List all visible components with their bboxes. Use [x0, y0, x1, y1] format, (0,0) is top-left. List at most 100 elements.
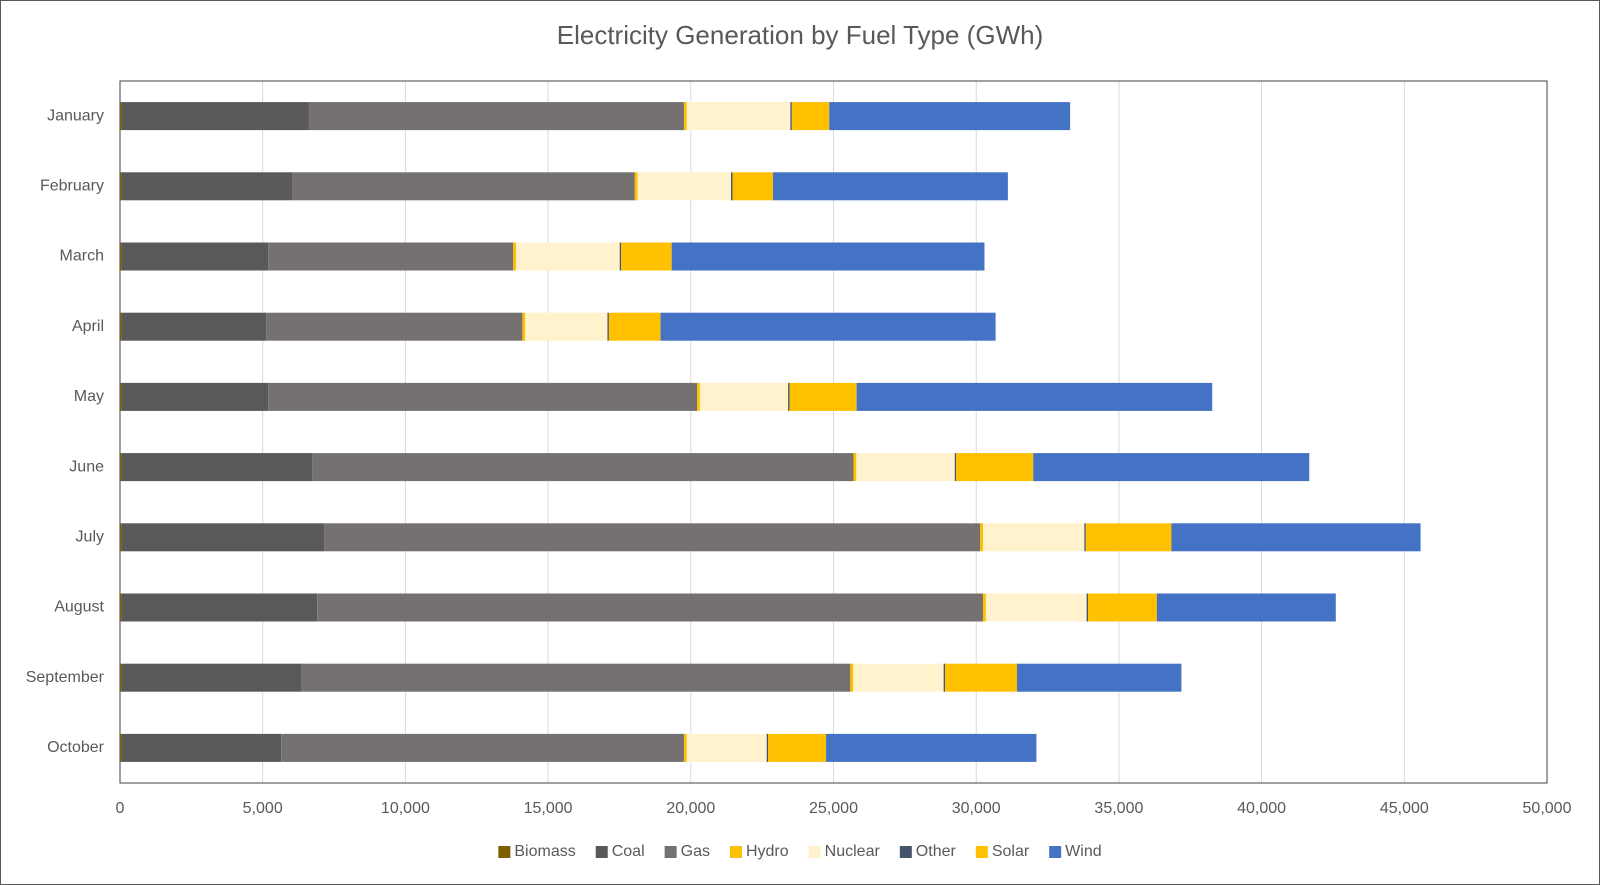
- bar-segment: [121, 453, 313, 482]
- bar-segment: [120, 523, 122, 552]
- bar-segment: [853, 453, 857, 482]
- bar-segment: [120, 102, 122, 131]
- x-tick-label: 15,000: [524, 800, 573, 817]
- bar-segment: [120, 663, 122, 692]
- legend-label: Hydro: [746, 843, 789, 860]
- bar-segment: [789, 382, 857, 411]
- x-tick-label: 20,000: [666, 800, 715, 817]
- x-tick-label: 5,000: [243, 800, 283, 817]
- bar-segment: [324, 523, 981, 552]
- legend: Biomass Coal Gas Hydro Nuclear Other Solar Wind: [498, 843, 1102, 860]
- bar-segment: [292, 172, 635, 201]
- y-tick-label: August: [54, 599, 104, 616]
- bar-segment: [766, 733, 769, 762]
- bar-segment: [121, 382, 269, 411]
- chart-title: Electricity Generation by Fuel Type (GWh…: [557, 20, 1043, 50]
- y-tick-label: May: [74, 388, 104, 405]
- bar-segment: [956, 453, 1034, 482]
- bar-segment: [731, 172, 733, 201]
- bar-segment: [853, 663, 944, 692]
- bar-segment: [1017, 663, 1182, 692]
- bar-segment: [120, 453, 122, 482]
- y-tick-label: September: [26, 669, 105, 686]
- legend-label: Nuclear: [825, 843, 881, 860]
- bar-segment: [121, 172, 293, 201]
- bar-segment: [121, 312, 267, 341]
- bar-segment: [980, 523, 984, 552]
- bar-segment: [1156, 593, 1336, 622]
- bar-segment: [686, 102, 791, 131]
- bar-segment: [683, 733, 687, 762]
- legend-swatch: [808, 846, 821, 858]
- bar-segment: [121, 242, 269, 271]
- bar-segment: [1086, 593, 1089, 622]
- bar-segment: [985, 593, 1087, 622]
- bar-segment: [954, 453, 957, 482]
- bar-segment: [120, 172, 122, 201]
- legend-label: Other: [916, 843, 957, 860]
- bar-segment: [983, 593, 986, 622]
- legend-swatch: [1049, 846, 1062, 858]
- x-tick-label: 10,000: [381, 800, 430, 817]
- bar-segment: [312, 453, 854, 482]
- x-tick-label: 25,000: [809, 800, 858, 817]
- bar-segment: [120, 593, 122, 622]
- x-tick-label: 35,000: [1094, 800, 1143, 817]
- legend-swatch: [729, 846, 742, 858]
- bar-segment: [1085, 523, 1172, 552]
- legend-swatch: [498, 846, 511, 858]
- bar-segment: [637, 172, 732, 201]
- bar-segment: [619, 242, 622, 271]
- bar-segment: [120, 312, 122, 341]
- legend-swatch: [595, 846, 608, 858]
- bar-segment: [983, 523, 1085, 552]
- bar-segment: [829, 102, 1071, 131]
- bar-segment: [120, 242, 122, 271]
- bar-segment: [697, 382, 700, 411]
- x-tick-label: 30,000: [952, 800, 1001, 817]
- bar-segment: [1088, 593, 1157, 622]
- bar-segment: [268, 382, 698, 411]
- bar-segment: [121, 102, 309, 131]
- bar-segment: [121, 593, 318, 622]
- legend-label: Solar: [992, 843, 1030, 860]
- bar-segment: [791, 102, 830, 131]
- bar-segment: [317, 593, 984, 622]
- bar-segment: [788, 382, 790, 411]
- y-tick-label: July: [76, 529, 104, 546]
- bar-segment: [683, 102, 687, 131]
- bar-segment: [699, 382, 789, 411]
- legend-label: Wind: [1065, 843, 1101, 860]
- bar-segment: [621, 242, 672, 271]
- bar-segment: [634, 172, 638, 201]
- plot-border: [119, 80, 1548, 784]
- x-tick-label: 0: [116, 800, 125, 817]
- bar-segment: [266, 312, 523, 341]
- x-tick-label: 40,000: [1237, 800, 1286, 817]
- y-tick-label: April: [72, 318, 104, 335]
- x-tick-label: 50,000: [1523, 800, 1572, 817]
- bar-segment: [1084, 523, 1086, 552]
- bar-segment: [790, 102, 792, 131]
- legend-swatch: [664, 846, 677, 858]
- bar-segment: [121, 733, 282, 762]
- bar-segment: [856, 382, 1213, 411]
- bar-segment: [301, 663, 851, 692]
- bar-segment: [268, 242, 514, 271]
- bar-segment: [945, 663, 1018, 692]
- bar-segment: [120, 733, 122, 762]
- y-tick-label: October: [47, 739, 105, 756]
- bar-segment: [513, 242, 517, 271]
- bar-segment: [308, 102, 684, 131]
- bar-segment: [943, 663, 946, 692]
- bar-segment: [607, 312, 609, 341]
- bar-segment: [1033, 453, 1310, 482]
- bar-segment: [121, 663, 302, 692]
- bar-segment: [121, 523, 325, 552]
- bar-segment: [516, 242, 620, 271]
- bar-segment: [608, 312, 661, 341]
- bar-segment: [686, 733, 767, 762]
- x-tick-label: 45,000: [1380, 800, 1429, 817]
